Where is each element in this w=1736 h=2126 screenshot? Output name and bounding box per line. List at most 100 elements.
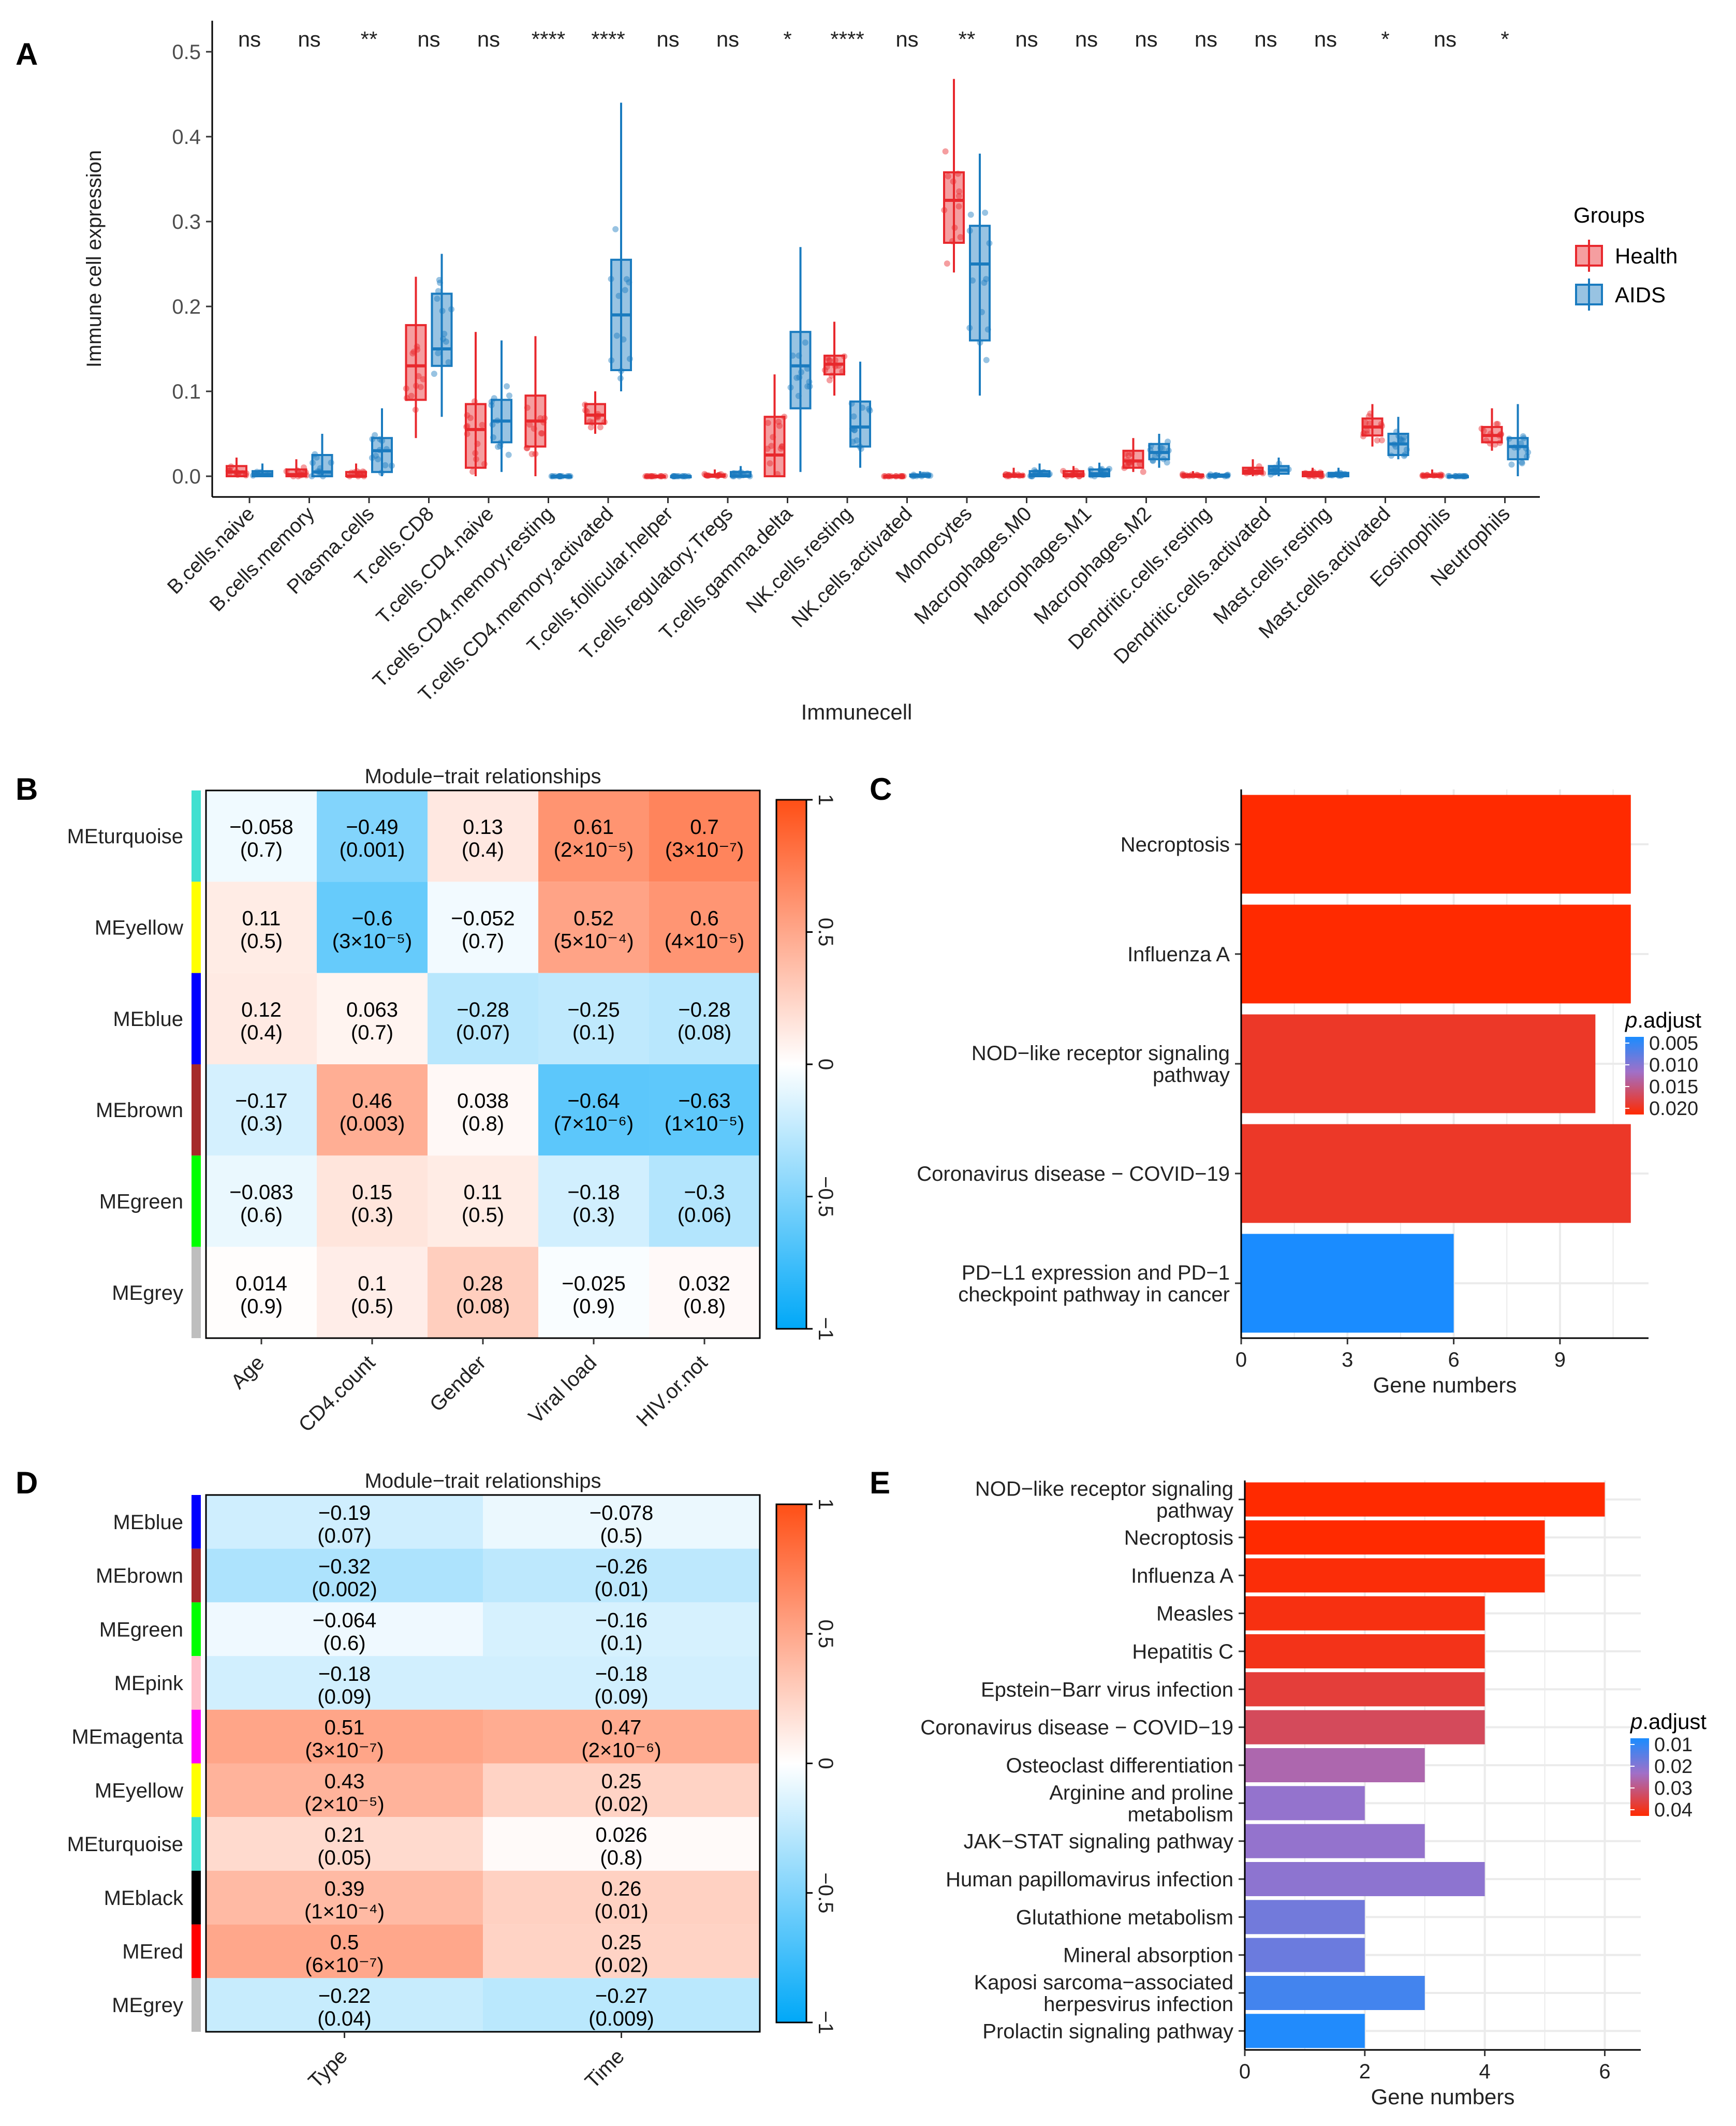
e-bar <box>1245 1824 1425 1858</box>
e-bar <box>1245 1558 1545 1593</box>
b-cell <box>317 790 428 882</box>
a-point <box>1164 459 1170 466</box>
a-point <box>226 470 233 476</box>
a-point <box>361 469 367 476</box>
a-point <box>227 467 233 474</box>
a-point <box>357 471 364 478</box>
a-point <box>1128 450 1135 457</box>
a-point <box>1435 472 1441 478</box>
d-row-label: MEgrey <box>112 1994 183 2017</box>
a-point <box>299 472 306 478</box>
c-x-tick-label: 0 <box>1235 1348 1247 1371</box>
a-point <box>704 472 711 479</box>
a-point <box>369 454 375 461</box>
a-point <box>1275 460 1282 467</box>
a-point <box>540 419 547 426</box>
a-point <box>909 473 916 479</box>
a-point <box>1487 430 1494 437</box>
a-point <box>1019 472 1026 479</box>
d-cell-value: −0.18 <box>318 1663 371 1685</box>
b-cell-pvalue: (0.001) <box>340 839 405 861</box>
b-cell-value: −0.052 <box>451 907 514 930</box>
a-point <box>716 472 723 478</box>
a-point <box>608 357 615 364</box>
b-scale-label: −0.5 <box>814 1176 837 1217</box>
a-point <box>1401 434 1407 441</box>
d-cell-value: −0.064 <box>313 1609 376 1632</box>
a-point <box>1028 473 1035 479</box>
a-point <box>1212 473 1218 479</box>
d-cell-pvalue: (0.002) <box>312 1578 377 1601</box>
a-point <box>1064 473 1070 479</box>
a-point <box>1029 473 1036 479</box>
a-point <box>1337 470 1344 476</box>
a-significance-label: ns <box>1254 27 1277 51</box>
a-point <box>495 444 502 450</box>
a-point <box>564 473 571 479</box>
b-cell-pvalue: (0.3) <box>351 1204 393 1227</box>
a-point <box>1424 472 1431 478</box>
a-point <box>626 356 633 362</box>
a-point <box>1213 472 1219 478</box>
e-legend-label: 0.03 <box>1654 1778 1693 1799</box>
a-point <box>899 473 906 479</box>
a-point <box>1006 472 1012 478</box>
a-point <box>1403 446 1410 453</box>
a-point <box>403 394 410 401</box>
a-point <box>479 422 486 429</box>
d-cell <box>206 1548 483 1603</box>
b-cell-value: −0.025 <box>562 1272 625 1295</box>
e-bar <box>1245 1596 1485 1631</box>
a-point <box>1100 469 1107 476</box>
e-category-label: herpesvirus infection <box>1043 1993 1233 2016</box>
d-cell-pvalue: (6×10⁻⁷) <box>305 1954 384 1976</box>
a-point <box>1072 471 1079 478</box>
a-point <box>967 211 974 218</box>
b-cell-value: −0.083 <box>229 1181 293 1204</box>
a-point <box>378 470 385 476</box>
a-point <box>1147 447 1154 453</box>
a-point <box>617 375 624 382</box>
b-cell <box>649 1247 760 1338</box>
a-point <box>254 471 260 478</box>
a-significance-label: * <box>1500 27 1509 51</box>
d-cell-value: 0.026 <box>595 1824 647 1846</box>
a-point <box>1460 473 1467 479</box>
a-point <box>1212 472 1219 479</box>
a-point <box>950 178 957 185</box>
b-cell-pvalue: (7×10⁻⁶) <box>554 1112 634 1135</box>
a-point <box>715 472 722 479</box>
a-point <box>1253 470 1260 476</box>
a-point <box>1243 470 1250 477</box>
a-point <box>644 473 651 479</box>
b-row-label: MEyellow <box>95 917 183 940</box>
d-cell-value: 0.39 <box>325 1878 365 1900</box>
a-point <box>314 468 321 475</box>
a-point <box>795 392 802 399</box>
a-point <box>1328 472 1334 478</box>
b-cell <box>538 882 649 973</box>
b-cell <box>206 1247 317 1338</box>
e-x-tick-label: 0 <box>1239 2060 1250 2083</box>
b-cell-pvalue: (0.9) <box>572 1295 615 1318</box>
a-point <box>828 372 835 379</box>
a-point <box>595 410 601 417</box>
a-point <box>504 383 510 390</box>
d-cell-pvalue: (0.05) <box>317 1846 372 1869</box>
d-row-color <box>192 1763 201 1817</box>
b-cell <box>317 1155 428 1247</box>
a-point <box>832 357 838 364</box>
a-point <box>821 367 828 374</box>
e-category-label: Measles <box>1156 1603 1233 1625</box>
a-point <box>557 473 564 479</box>
a-point <box>548 473 555 479</box>
a-point <box>464 412 470 419</box>
a-point <box>1060 467 1067 474</box>
a-point <box>1165 438 1171 445</box>
a-point <box>746 473 753 479</box>
a-box-aids <box>1507 437 1529 461</box>
a-point <box>1004 473 1010 479</box>
a-point <box>652 473 658 479</box>
a-point <box>849 438 856 445</box>
a-point <box>491 395 497 402</box>
